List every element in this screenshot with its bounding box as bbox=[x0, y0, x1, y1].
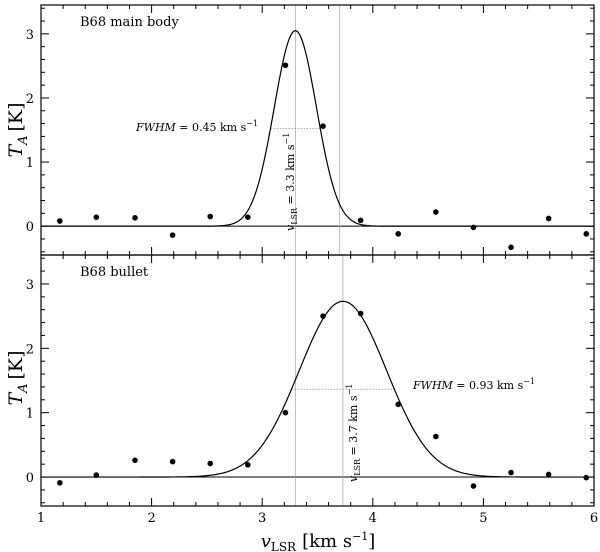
data-point bbox=[132, 457, 138, 464]
data-point bbox=[169, 458, 176, 465]
panel-bullet-fwhm-label: FWHM = 0.93 km s−1 bbox=[412, 377, 535, 392]
panel-main-body-vlsr-label: vLSR = 3.3 km s−1 bbox=[282, 133, 299, 231]
data-point bbox=[357, 310, 364, 317]
data-point bbox=[245, 214, 251, 220]
data-point bbox=[470, 483, 477, 489]
x-tick-label: 1 bbox=[37, 511, 45, 526]
data-point bbox=[470, 224, 477, 231]
panel-main-body-ylabel: TA[K] bbox=[5, 102, 31, 157]
y-tick-label: 2 bbox=[26, 92, 34, 107]
x-tick-label: 6 bbox=[590, 511, 598, 526]
data-point bbox=[93, 472, 100, 478]
panel-bullet-fit-curve bbox=[41, 300, 594, 478]
x-tick-label: 4 bbox=[369, 511, 377, 526]
data-point bbox=[282, 62, 289, 69]
panel-main-body-fit-curve bbox=[41, 30, 594, 227]
y-tick-label: 1 bbox=[26, 156, 34, 171]
data-point bbox=[395, 231, 402, 237]
panel-main-body-title: B68 main body bbox=[80, 15, 179, 30]
y-tick-label: 3 bbox=[26, 278, 34, 293]
panel-bullet-ticks: 0 1 2 3 bbox=[26, 255, 594, 506]
data-point bbox=[508, 469, 514, 476]
x-tick-label: 5 bbox=[479, 511, 487, 526]
data-point bbox=[433, 209, 439, 215]
data-point bbox=[132, 215, 138, 221]
data-point bbox=[282, 409, 289, 416]
data-point bbox=[207, 213, 214, 220]
panel-main-body-ticks: 0 1 2 3 bbox=[26, 5, 594, 255]
panel-bullet: 0 1 2 3 B68 bullet TA[K] FWHM = 0.93 km s−1… bbox=[5, 254, 595, 507]
data-point bbox=[545, 215, 552, 222]
y-tick-label: 1 bbox=[26, 407, 34, 422]
data-point bbox=[169, 232, 176, 238]
data-point bbox=[57, 218, 63, 224]
x-axis-title: vLSR [km s−1] bbox=[261, 530, 376, 552]
data-point bbox=[207, 460, 214, 467]
data-point bbox=[357, 217, 364, 224]
data-point bbox=[320, 313, 326, 319]
x-tick-label: 2 bbox=[147, 511, 155, 526]
y-tick-label: 0 bbox=[26, 220, 34, 235]
panel-main-body-fwhm-label: FWHM = 0.45 km s−1 bbox=[135, 119, 258, 134]
data-point bbox=[433, 433, 439, 440]
panel-bullet-frame bbox=[40, 254, 595, 507]
data-point bbox=[395, 401, 402, 408]
panel-bullet-vlsr-label: vLSR = 3.7 km s−1 bbox=[345, 384, 362, 482]
data-point bbox=[545, 471, 552, 478]
panel-bullet-ylabel: TA[K] bbox=[5, 350, 31, 405]
y-tick-label: 2 bbox=[26, 342, 34, 357]
data-point bbox=[57, 480, 63, 486]
panel-bullet-points bbox=[57, 310, 590, 489]
panel-bullet-title: B68 bullet bbox=[80, 265, 149, 280]
data-point bbox=[93, 214, 100, 220]
y-tick-label: 3 bbox=[26, 28, 34, 43]
y-tick-label: 0 bbox=[26, 471, 34, 486]
x-tick-label: 3 bbox=[258, 511, 266, 526]
data-point bbox=[508, 244, 514, 251]
x-tick-labels: 1 2 3 4 5 6 bbox=[37, 511, 598, 526]
data-point bbox=[320, 123, 326, 129]
data-point bbox=[583, 231, 590, 237]
data-point bbox=[245, 462, 251, 468]
panel-main-body-points bbox=[57, 62, 590, 251]
data-point bbox=[583, 474, 590, 481]
